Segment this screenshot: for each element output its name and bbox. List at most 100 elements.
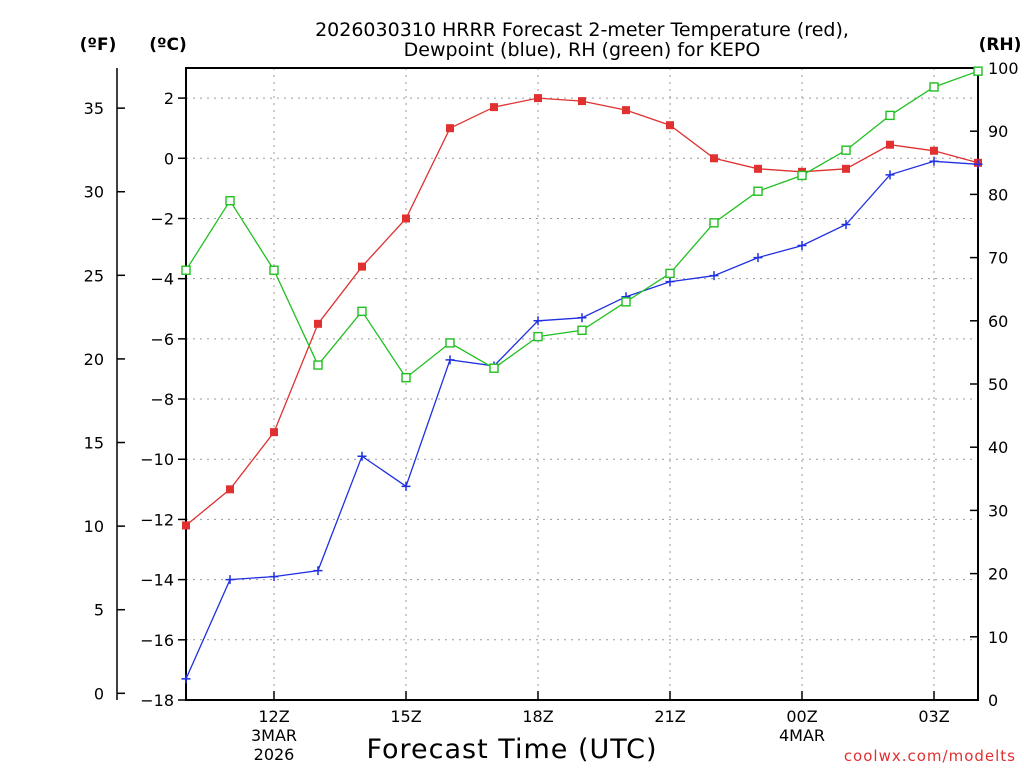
- celsius-tick-label: −14: [140, 571, 174, 590]
- fahrenheit-axis: 0 5 10 15 20 25 30 35: [84, 99, 125, 703]
- dewpoint-point: [401, 481, 411, 491]
- chart-title-line1: 2026030310 HRRR Forecast 2-meter Tempera…: [315, 19, 849, 41]
- rh-point: [445, 338, 455, 348]
- dewpoint-point: [885, 170, 895, 180]
- rh-point: [753, 186, 763, 196]
- chart-title-line2: Dewpoint (blue), RH (green) for KEPO: [404, 39, 761, 61]
- rh-series: [181, 66, 983, 383]
- dewpoint-point: [973, 159, 983, 169]
- rh-point: [665, 268, 675, 279]
- temperature-point: [314, 319, 322, 328]
- rh-point: [973, 66, 983, 76]
- dewpoint-point: [577, 313, 587, 323]
- temperature-point: [622, 106, 630, 115]
- date-label: 3MAR: [251, 726, 297, 745]
- time-tick-label: 00Z: [786, 707, 817, 726]
- dewpoint-point: [533, 316, 543, 326]
- rh-point: [709, 218, 719, 228]
- rh-point: [929, 82, 939, 92]
- temperature-point: [358, 262, 366, 271]
- rh-point: [533, 331, 543, 342]
- rh-tick-label: 10: [988, 628, 1008, 647]
- date-label: 4MAR: [779, 726, 825, 745]
- dewpoint-point: [269, 572, 279, 582]
- fahrenheit-tick-label: 25: [84, 266, 104, 285]
- temperature-point: [446, 124, 454, 133]
- x-axis-title: Forecast Time (UTC): [366, 734, 657, 765]
- dewpoint-line: [185, 160, 979, 680]
- fahrenheit-unit-label: (ºF): [80, 35, 117, 55]
- celsius-tick-label: −12: [140, 510, 174, 529]
- grid-lines: [186, 68, 978, 701]
- dewpoint-point: [225, 575, 235, 585]
- dewpoint-point: [709, 271, 719, 281]
- dewpoint-point: [665, 277, 675, 287]
- celsius-tick-label: −16: [140, 631, 174, 650]
- rh-point: [313, 360, 323, 370]
- temperature-point: [402, 214, 410, 223]
- celsius-tick-label: −2: [150, 209, 174, 228]
- rh-point: [621, 297, 631, 307]
- rh-point: [841, 145, 851, 155]
- rh-unit-label: (RH): [979, 35, 1022, 55]
- temperature-point: [666, 121, 674, 130]
- rh-point: [357, 306, 367, 317]
- time-tick-label: 15Z: [390, 707, 421, 726]
- temperature-point: [182, 521, 190, 530]
- plot-frame: [185, 67, 979, 701]
- fahrenheit-tick-label: 5: [94, 601, 104, 620]
- temperature-point: [534, 94, 542, 103]
- fahrenheit-tick-label: 0: [94, 684, 104, 703]
- dewpoint-point: [797, 241, 807, 251]
- celsius-tick-label: −8: [150, 390, 174, 409]
- temperature-point: [930, 146, 938, 155]
- temperature-point: [754, 164, 762, 173]
- fahrenheit-tick-label: 10: [84, 517, 104, 536]
- rh-tick-label: 70: [988, 249, 1008, 268]
- temperature-line: [185, 97, 979, 526]
- temperature-point: [886, 140, 894, 149]
- fahrenheit-tick-label: 20: [84, 350, 104, 369]
- rh-tick-label: 50: [988, 375, 1008, 394]
- rh-point: [269, 265, 279, 275]
- rh-point: [797, 170, 807, 181]
- rh-tick-label: 30: [988, 501, 1008, 520]
- dewpoint-series: [181, 156, 983, 684]
- year-label: 2026: [254, 745, 295, 764]
- rh-tick-label: 60: [988, 312, 1008, 331]
- celsius-tick-label: −18: [140, 691, 174, 710]
- series-layer: [181, 66, 983, 684]
- rh-point: [885, 110, 895, 121]
- dewpoint-point: [445, 355, 455, 365]
- celsius-tick-label: −10: [140, 450, 174, 469]
- credit-text: coolwx.com/modelts: [844, 747, 1016, 765]
- rh-point: [401, 372, 411, 383]
- rh-tick-label: 90: [988, 122, 1008, 141]
- fahrenheit-tick-label: 30: [84, 183, 104, 202]
- rh-tick-label: 40: [988, 438, 1008, 457]
- rh-tick-label: 80: [988, 185, 1008, 204]
- celsius-tick-label: 2: [164, 89, 174, 108]
- rh-tick-label: 0: [988, 691, 998, 710]
- dewpoint-point: [753, 253, 763, 263]
- celsius-tick-label: −4: [150, 270, 174, 289]
- celsius-tick-label: 0: [164, 149, 174, 168]
- temperature-point: [226, 485, 234, 494]
- time-tick-label: 12Z: [258, 707, 289, 726]
- rh-point: [577, 325, 587, 335]
- fahrenheit-tick-label: 15: [84, 434, 104, 453]
- fahrenheit-tick-label: 35: [84, 99, 104, 118]
- rh-point: [489, 363, 499, 373]
- temperature-series: [182, 94, 982, 530]
- time-tick-label: 21Z: [654, 707, 685, 726]
- celsius-unit-label: (ºC): [149, 35, 187, 55]
- time-tick-label: 18Z: [522, 707, 553, 726]
- dewpoint-point: [841, 219, 851, 229]
- rh-tick-label: 100: [988, 59, 1019, 78]
- dewpoint-point: [313, 566, 323, 576]
- temperature-point: [842, 164, 850, 173]
- rh-point: [225, 196, 235, 206]
- temperature-point: [490, 103, 498, 112]
